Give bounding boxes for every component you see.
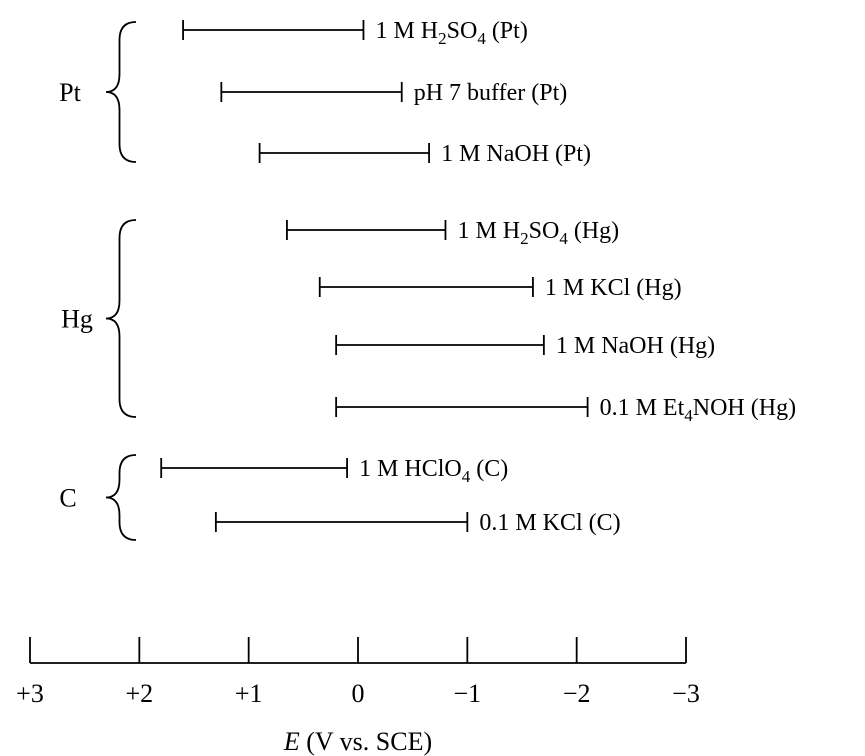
range-bar: pH 7 buffer (Pt)	[220, 80, 568, 106]
range-bar: 1 M KCl (Hg)	[318, 275, 682, 301]
range-label-text: (Pt)	[486, 18, 528, 44]
range-label-subscript: 4	[477, 29, 486, 48]
range-label-text: pH 7 buffer (Pt)	[414, 80, 568, 106]
x-axis-unit: (V vs. SCE)	[300, 727, 432, 756]
range-bar: 1 M H2​SO4​ (Pt)	[182, 18, 528, 48]
range-label-text: (C)	[470, 456, 508, 482]
tick-label: −3	[672, 679, 700, 708]
range-bar: 1 M NaOH (Pt)	[258, 141, 591, 167]
electrode-label: Hg	[61, 305, 93, 334]
potential-axis: +3 +2 +1 0 −1 −2 −3	[16, 637, 700, 708]
tick-label: −1	[453, 679, 481, 708]
range-label-subscript: 4	[462, 467, 471, 486]
tick-label: −2	[563, 679, 591, 708]
range-label: 0.1 M Et4​NOH (Hg)	[600, 395, 796, 425]
range-label-text: (Hg)	[568, 218, 619, 244]
range-label: 1 M NaOH (Hg)	[556, 333, 715, 359]
range-bars: 1 M H2​SO4​ (Pt) pH 7 buffer (Pt) 1 M NaOH…	[160, 18, 796, 536]
range-label: 1 M NaOH (Pt)	[441, 141, 591, 167]
range-label-text: NOH (Hg)	[693, 395, 796, 421]
group-brace	[105, 21, 137, 163]
range-label-text: 0.1 M Et	[600, 395, 685, 421]
range-bar: 1 M HClO4​ (C)	[160, 456, 508, 486]
tick-label: +3	[16, 679, 44, 708]
range-label-text: 1 M H	[375, 18, 438, 44]
electrode-groups: Pt Hg C	[59, 21, 137, 541]
range-label-subscript: 4	[684, 406, 693, 425]
range-label-text: 1 M H	[457, 218, 520, 244]
tick-label: 0	[352, 679, 365, 708]
electrode-label: Pt	[59, 78, 81, 107]
group-brace	[105, 219, 137, 418]
range-label: 1 M HClO4​ (C)	[359, 456, 508, 486]
range-label: 1 M KCl (Hg)	[545, 275, 682, 301]
range-label-text: 0.1 M KCl (C)	[479, 510, 620, 536]
range-label-text: SO	[529, 218, 560, 244]
range-label: 0.1 M KCl (C)	[479, 510, 620, 536]
range-bar: 0.1 M KCl (C)	[214, 510, 621, 536]
group-brace	[105, 454, 137, 541]
x-axis-title: E (V vs. SCE)	[283, 727, 432, 756]
range-label: 1 M H2​SO4​ (Hg)	[457, 218, 619, 248]
range-bar: 1 M H2​SO4​ (Hg)	[286, 218, 619, 248]
range-label-subscript: 4	[559, 229, 568, 248]
range-label-text: 1 M KCl (Hg)	[545, 275, 682, 301]
tick-label: +1	[235, 679, 263, 708]
tick-label: +2	[125, 679, 153, 708]
range-bar: 1 M NaOH (Hg)	[335, 333, 715, 359]
range-label-text: 1 M NaOH (Hg)	[556, 333, 715, 359]
range-label-subscript: 2	[520, 229, 529, 248]
range-bar: 0.1 M Et4​NOH (Hg)	[335, 395, 796, 425]
range-label: pH 7 buffer (Pt)	[414, 80, 568, 106]
x-axis-variable: E	[283, 727, 300, 756]
range-label-subscript: 2	[438, 29, 447, 48]
range-label-text: 1 M NaOH (Pt)	[441, 141, 591, 167]
range-label-text: SO	[447, 18, 478, 44]
electrode-label: C	[59, 484, 76, 513]
range-label-text: 1 M HClO	[359, 456, 462, 482]
range-label: 1 M H2​SO4​ (Pt)	[375, 18, 527, 48]
